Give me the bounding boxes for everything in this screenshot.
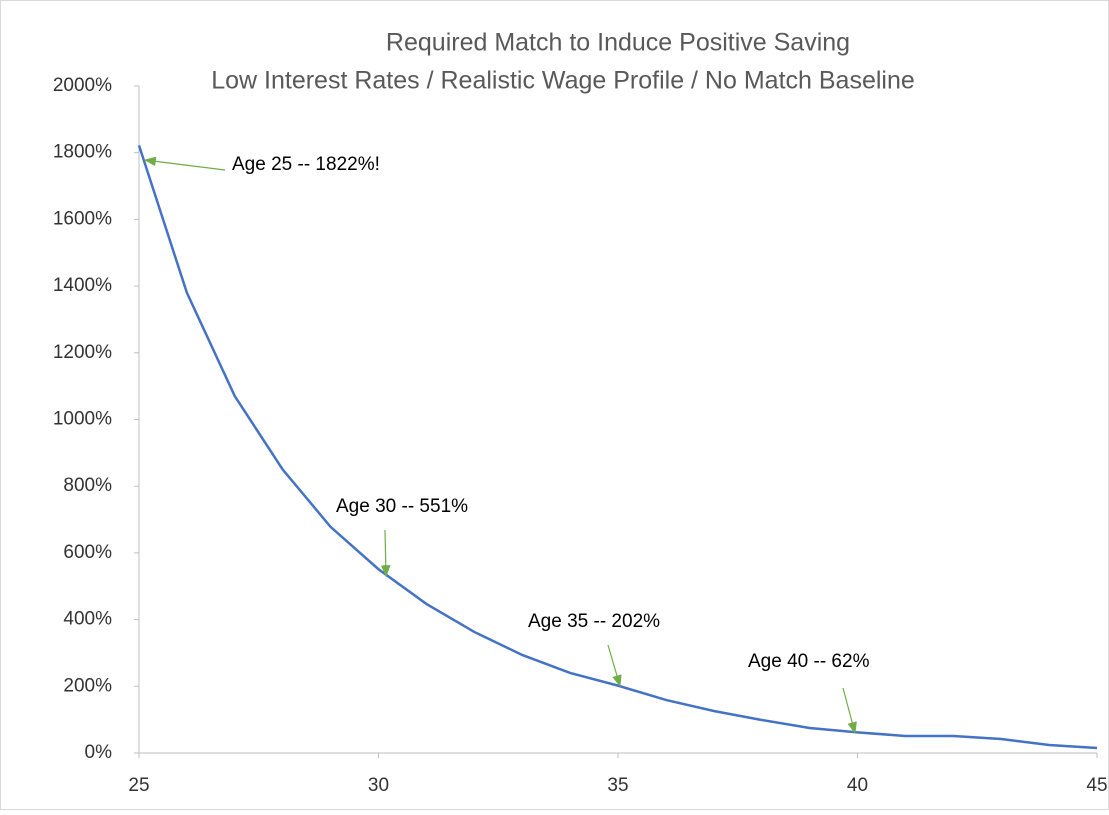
y-tick-label: 0%	[85, 742, 113, 763]
x-tick-label: 30	[368, 775, 389, 796]
y-tick-label: 2000%	[53, 75, 112, 96]
annotation: Age 40 -- 62%	[748, 651, 870, 672]
annotation-arrow	[607, 644, 622, 688]
y-tick-label: 400%	[63, 609, 112, 630]
y-tick-label: 1000%	[53, 409, 112, 430]
y-tick-label: 1400%	[53, 275, 112, 296]
x-tick-label: 40	[847, 775, 868, 796]
annotation: Age 25 -- 1822%!	[232, 154, 380, 175]
x-tick-label: 25	[128, 775, 149, 796]
y-tick-label: 1600%	[53, 208, 112, 229]
y-tick-label: 1800%	[53, 142, 112, 163]
y-tick-label: 800%	[63, 475, 112, 496]
annotation: Age 30 -- 551%	[336, 496, 468, 517]
annotation-arrow	[842, 687, 857, 735]
chart-subtitle: Low Interest Rates / Realistic Wage Prof…	[211, 67, 915, 95]
y-tick-label: 600%	[63, 542, 112, 563]
x-tick-label: 45	[1086, 775, 1107, 796]
x-tick-label: 35	[607, 775, 628, 796]
y-tick-label: 200%	[63, 675, 112, 696]
annotation-arrow	[143, 156, 226, 171]
y-tick-label: 1200%	[53, 342, 112, 363]
annotation: Age 35 -- 202%	[528, 611, 660, 632]
chart-title: Required Match to Induce Positive Saving	[386, 29, 850, 57]
annotation-arrow	[380, 529, 391, 578]
